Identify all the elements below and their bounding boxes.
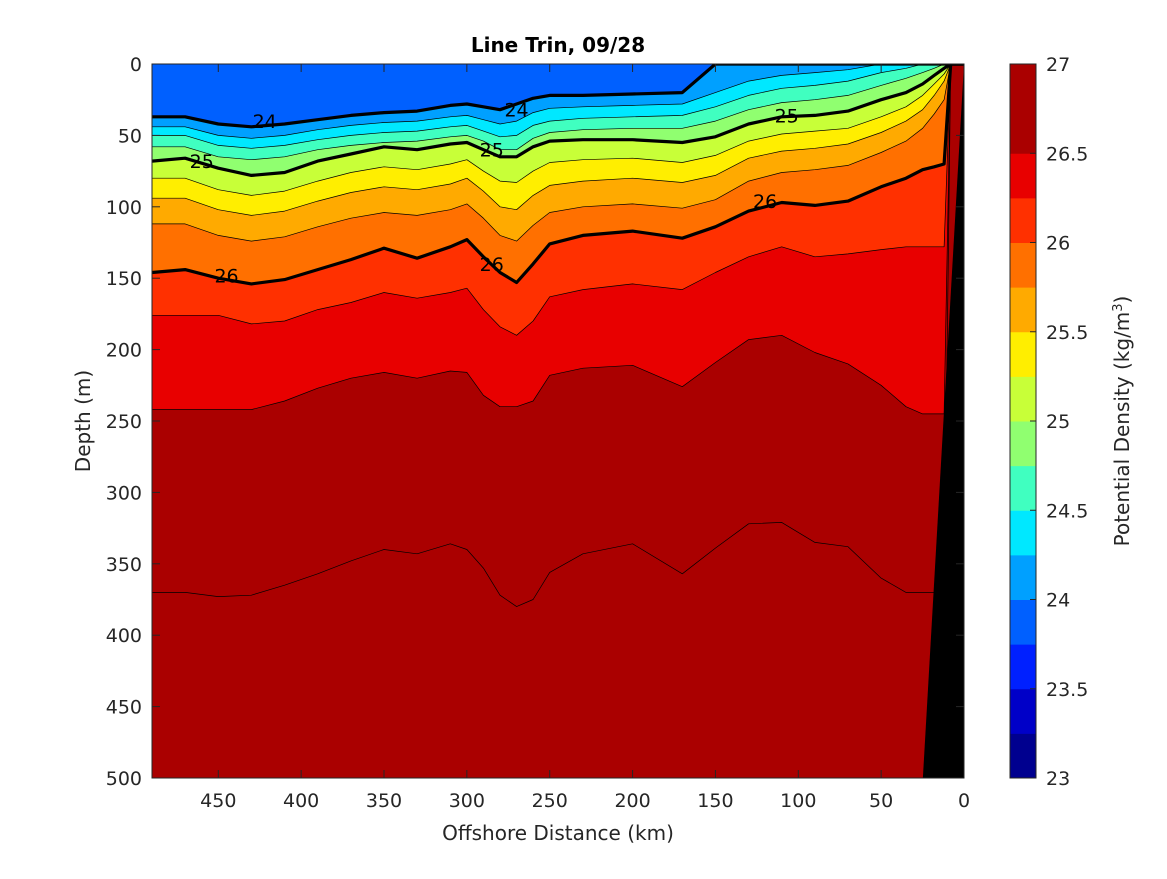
contour-label: 25 xyxy=(480,140,504,162)
colorbar-swatch xyxy=(1010,331,1036,377)
y-tick-label: 250 xyxy=(106,411,142,433)
colorbar-swatch xyxy=(1010,108,1036,154)
colorbar-swatch xyxy=(1010,733,1036,779)
isopycnal-25.25 xyxy=(152,64,964,196)
colorbar-tick-label: 25 xyxy=(1046,411,1070,433)
isopycnal-25-labeled xyxy=(152,64,964,177)
isopycnal-24.75 xyxy=(152,64,964,161)
contour-label: 25 xyxy=(190,151,214,173)
x-tick-label: 150 xyxy=(697,790,733,812)
colorbar-tick-label: 24.5 xyxy=(1046,500,1088,522)
y-tick-label: 200 xyxy=(106,340,142,362)
y-tick-label: 50 xyxy=(118,125,142,147)
isopycnal-25.75 xyxy=(152,64,964,242)
colorbar-tick-label: 23 xyxy=(1046,768,1070,790)
colorbar-tick-label: 26 xyxy=(1046,233,1070,255)
contour-label: 24 xyxy=(253,111,277,133)
y-tick-label: 150 xyxy=(106,268,142,290)
isopycnal-24.25 xyxy=(152,64,964,139)
colorbar-swatch xyxy=(1010,688,1036,734)
isopycnal-24-labeled xyxy=(152,64,964,129)
contour-label: 26 xyxy=(214,265,238,287)
x-tick-label: 400 xyxy=(283,790,319,812)
colorbar-swatch xyxy=(1010,197,1036,243)
colorbar-label: Potential Density (kg/m3) xyxy=(1110,296,1134,547)
colorbar-swatch xyxy=(1010,510,1036,556)
y-tick-label: 300 xyxy=(106,482,142,504)
y-tick-label: 100 xyxy=(106,197,142,219)
colorbar-tick-label: 26.5 xyxy=(1046,143,1088,165)
contour-label: 24 xyxy=(504,100,528,122)
y-axis-label: Depth (m) xyxy=(71,370,95,472)
y-tick-label: 500 xyxy=(106,768,142,790)
y-tick-label: 450 xyxy=(106,697,142,719)
x-tick-label: 0 xyxy=(958,790,970,812)
x-axis-label: Offshore Distance (km) xyxy=(442,821,674,845)
colorbar-tick-label: 25.5 xyxy=(1046,322,1088,344)
isopycnal-26-labeled xyxy=(152,64,964,286)
y-tick-label: 400 xyxy=(106,625,142,647)
colorbar-swatch xyxy=(1010,64,1036,110)
x-tick-label: 300 xyxy=(449,790,485,812)
colorbar-swatch xyxy=(1010,376,1036,422)
y-tick-label: 0 xyxy=(130,54,142,76)
x-tick-label: 100 xyxy=(780,790,816,812)
colorbar-swatch xyxy=(1010,599,1036,645)
density-band-23.5-23.75 xyxy=(150,59,969,64)
colorbar-tick-label: 27 xyxy=(1046,54,1070,76)
seafloor-bathymetry xyxy=(922,64,964,778)
isopycnal-26.25 xyxy=(152,64,964,336)
x-tick-label: 250 xyxy=(532,790,568,812)
colorbar-swatch xyxy=(1010,465,1036,511)
y-tick-label: 350 xyxy=(106,554,142,576)
colorbar-swatch xyxy=(1010,554,1036,600)
x-tick-label: 450 xyxy=(200,790,236,812)
contour-label: 26 xyxy=(480,254,504,276)
contour-label: 26 xyxy=(753,191,777,213)
colorbar-swatch xyxy=(1010,644,1036,690)
isopycnal-26.5 xyxy=(152,64,964,415)
colorbar-tick-label: 23.5 xyxy=(1046,679,1088,701)
x-tick-label: 50 xyxy=(869,790,893,812)
colorbar-swatch xyxy=(1010,153,1036,199)
isopycnal-25.5 xyxy=(152,64,964,216)
chart-title: Line Trin, 09/28 xyxy=(471,33,645,57)
colorbar-swatch xyxy=(1010,421,1036,467)
isopycnal-26.75 xyxy=(152,64,964,607)
contour-label: 25 xyxy=(775,105,799,127)
x-tick-label: 350 xyxy=(366,790,402,812)
x-tick-label: 200 xyxy=(614,790,650,812)
colorbar-tick-label: 24 xyxy=(1046,590,1070,612)
colorbar-swatch xyxy=(1010,242,1036,288)
colorbar-swatch xyxy=(1010,287,1036,333)
isopycnal-24.5 xyxy=(152,64,964,149)
